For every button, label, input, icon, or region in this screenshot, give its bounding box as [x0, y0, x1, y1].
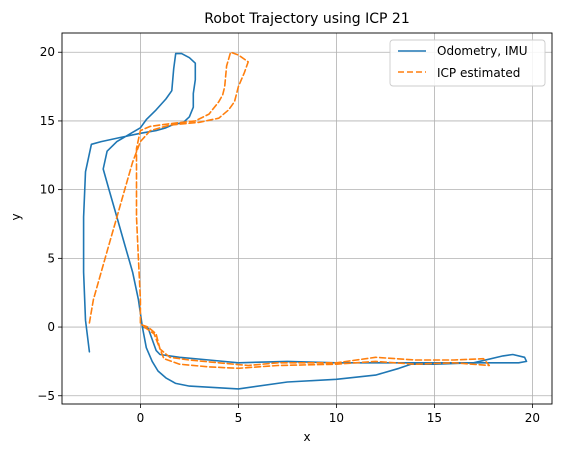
legend: Odometry, IMU ICP estimated: [389, 39, 546, 87]
y-axis-label: y: [9, 213, 23, 220]
plot-frame: [61, 32, 553, 405]
x-tick-label: 0: [137, 411, 145, 425]
grid: [62, 33, 552, 404]
y-axis-ticks: −5 0 5 10 15 20: [37, 45, 62, 403]
legend-label-odometry: Odometry, IMU: [437, 44, 528, 58]
series-line-0: [82, 52, 528, 390]
y-tick-label: 20: [40, 45, 55, 59]
x-tick-label: 10: [329, 411, 344, 425]
x-tick-label: 15: [427, 411, 442, 425]
series-lines: [82, 51, 528, 390]
x-axis-ticks: 0 5 10 15 20: [137, 404, 540, 425]
x-tick-label: 20: [525, 411, 540, 425]
x-axis-label: x: [303, 430, 310, 444]
series-line-1: [88, 51, 491, 370]
chart-title: Robot Trajectory using ICP 21: [204, 11, 410, 27]
y-tick-label: 0: [47, 320, 55, 334]
y-tick-label: 15: [40, 114, 55, 128]
y-tick-label: −5: [37, 389, 55, 403]
legend-label-icp: ICP estimated: [437, 66, 520, 80]
y-tick-label: 5: [47, 251, 55, 265]
y-tick-label: 10: [40, 183, 55, 197]
legend-box: [389, 39, 546, 87]
x-tick-label: 5: [235, 411, 243, 425]
